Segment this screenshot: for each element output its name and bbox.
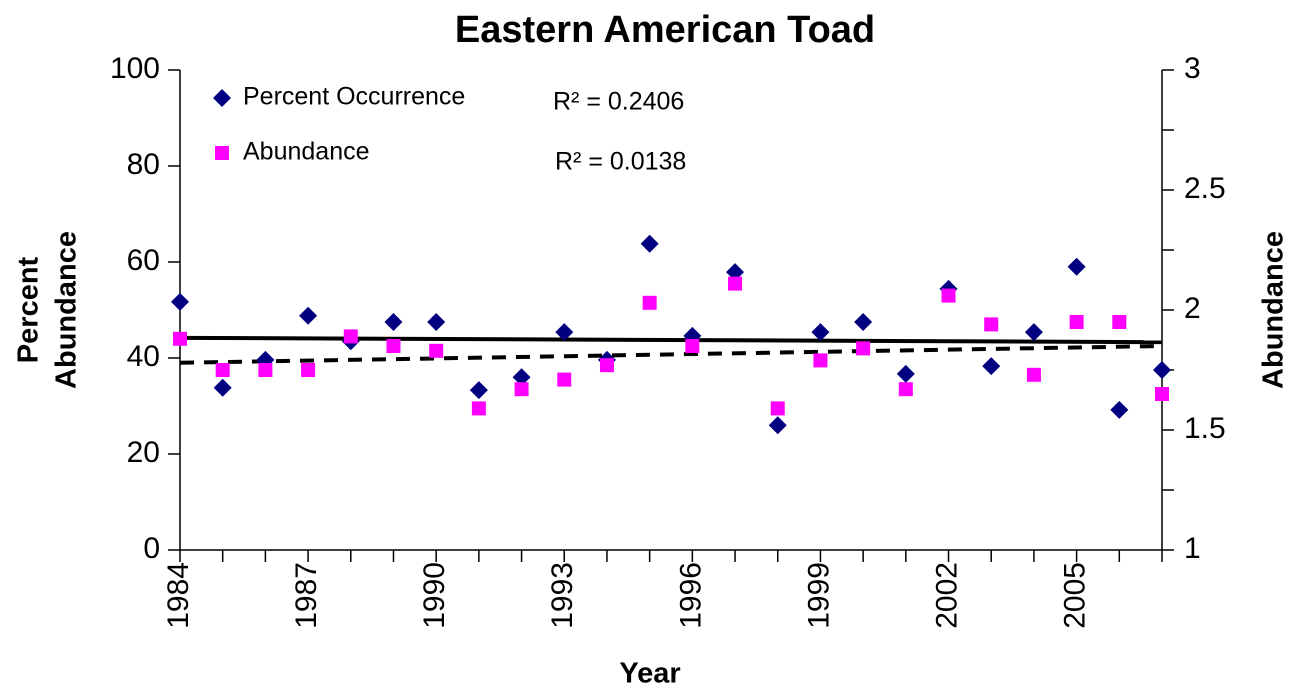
point <box>343 329 358 344</box>
point <box>512 368 531 387</box>
point <box>173 331 187 346</box>
point <box>1026 367 1041 382</box>
point <box>1155 387 1169 401</box>
y2-axis-title: Abundance <box>1258 231 1290 389</box>
y-tick-label: 0 <box>143 532 160 565</box>
x-tick-label: 1987 <box>290 562 323 629</box>
x-tick-label: 1999 <box>802 562 835 629</box>
point <box>215 363 230 377</box>
point <box>1067 257 1086 276</box>
y2-tick-label: 2.5 <box>1184 172 1226 205</box>
point <box>1153 361 1171 379</box>
x-tick-label: 1990 <box>418 562 451 629</box>
point <box>386 339 401 353</box>
point <box>429 343 444 358</box>
point <box>856 341 871 356</box>
legend-label: Abundance <box>243 138 370 166</box>
point <box>898 382 913 397</box>
point <box>471 401 486 416</box>
x-tick-label: 1984 <box>162 562 195 629</box>
point <box>299 306 318 325</box>
trendline <box>179 344 1163 365</box>
y2-tick-label: 2 <box>1184 292 1201 325</box>
y-tick-label: 20 <box>127 436 160 469</box>
point <box>854 313 873 331</box>
trendline <box>179 335 1163 345</box>
point <box>557 372 572 387</box>
point <box>555 323 574 342</box>
x-tick-label: 1993 <box>546 562 579 629</box>
point <box>984 317 999 332</box>
legend-label: Percent Occurrence <box>243 83 465 111</box>
point <box>514 382 529 397</box>
point <box>642 295 657 310</box>
point <box>640 234 659 253</box>
r-squared: R² = 0.0138 <box>555 148 686 176</box>
point <box>213 378 232 397</box>
x-tick-label: 2005 <box>1059 562 1092 629</box>
point <box>941 288 956 303</box>
legend-marker <box>213 89 231 107</box>
legend-marker <box>215 146 229 160</box>
point <box>896 364 915 383</box>
point <box>469 381 488 400</box>
point <box>384 313 403 331</box>
y-axis-title: Abundance <box>51 231 83 389</box>
y-axis-title: Percent <box>13 256 45 363</box>
point <box>726 263 745 282</box>
point <box>1112 315 1127 329</box>
point <box>1110 400 1129 419</box>
point <box>982 357 1001 376</box>
point <box>258 363 273 377</box>
point <box>768 416 787 435</box>
x-axis-title: Year <box>619 658 680 690</box>
point <box>301 363 316 377</box>
point <box>811 323 830 342</box>
x-tick-label: 1996 <box>674 562 707 629</box>
y2-tick-label: 3 <box>1184 52 1201 85</box>
y2-tick-label: 1.5 <box>1184 412 1226 445</box>
point <box>171 292 189 311</box>
chart-title: Eastern American Toad <box>455 9 875 51</box>
point <box>1069 315 1084 329</box>
point <box>599 358 614 373</box>
y-tick-label: 80 <box>127 148 160 181</box>
y2-tick-label: 1 <box>1184 532 1201 565</box>
r-squared: R² = 0.2406 <box>553 88 684 116</box>
y-tick-label: 40 <box>127 340 160 373</box>
point <box>685 339 700 353</box>
point <box>1024 323 1043 342</box>
point <box>770 401 785 416</box>
y-tick-label: 60 <box>127 244 160 277</box>
point <box>813 353 828 368</box>
x-tick-label: 2002 <box>930 562 963 629</box>
point <box>427 313 446 331</box>
point <box>728 276 743 291</box>
y-tick-label: 100 <box>110 52 160 85</box>
